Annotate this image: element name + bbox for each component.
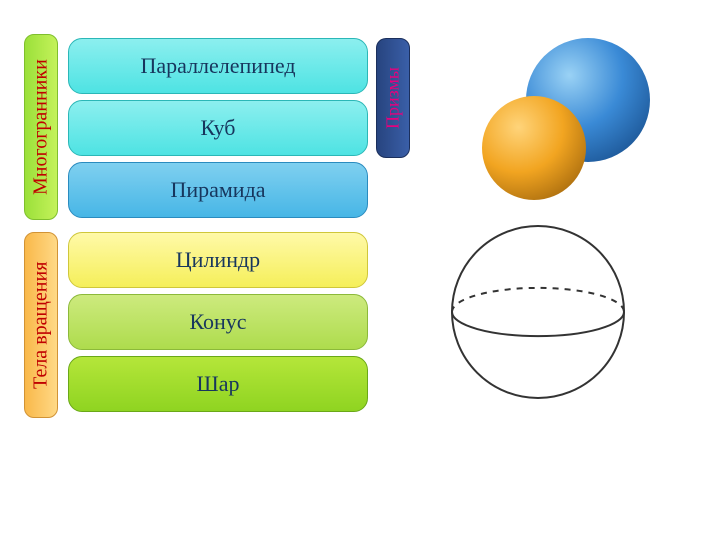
shape-button-label: Конус [189, 309, 246, 335]
tab-polyhedra[interactable]: Многогранники [24, 34, 58, 220]
tab-polyhedra-label: Многогранники [30, 59, 53, 195]
wireframe-sphere-icon [448, 222, 628, 402]
tab-revolution-label: Тела вращения [30, 261, 53, 388]
shape-button-sphere[interactable]: Шар [68, 356, 368, 412]
shape-button-label: Цилиндр [176, 247, 260, 273]
shape-button-label: Параллелепипед [140, 53, 295, 79]
tab-prisms-label: Призмы [383, 67, 404, 129]
tab-prisms[interactable]: Призмы [376, 38, 410, 158]
sphere-orange-icon [482, 96, 586, 200]
tab-revolution[interactable]: Тела вращения [24, 232, 58, 418]
shape-button-cube[interactable]: Куб [68, 100, 368, 156]
shape-button-cone[interactable]: Конус [68, 294, 368, 350]
shape-button-pyramid[interactable]: Пирамида [68, 162, 368, 218]
shape-button-label: Пирамида [170, 177, 265, 203]
shape-button-label: Куб [201, 115, 236, 141]
shape-button-cylinder[interactable]: Цилиндр [68, 232, 368, 288]
shape-button-parallelepiped[interactable]: Параллелепипед [68, 38, 368, 94]
shape-button-label: Шар [197, 371, 240, 397]
stage: Многогранники Тела вращения Призмы Парал… [0, 0, 720, 540]
